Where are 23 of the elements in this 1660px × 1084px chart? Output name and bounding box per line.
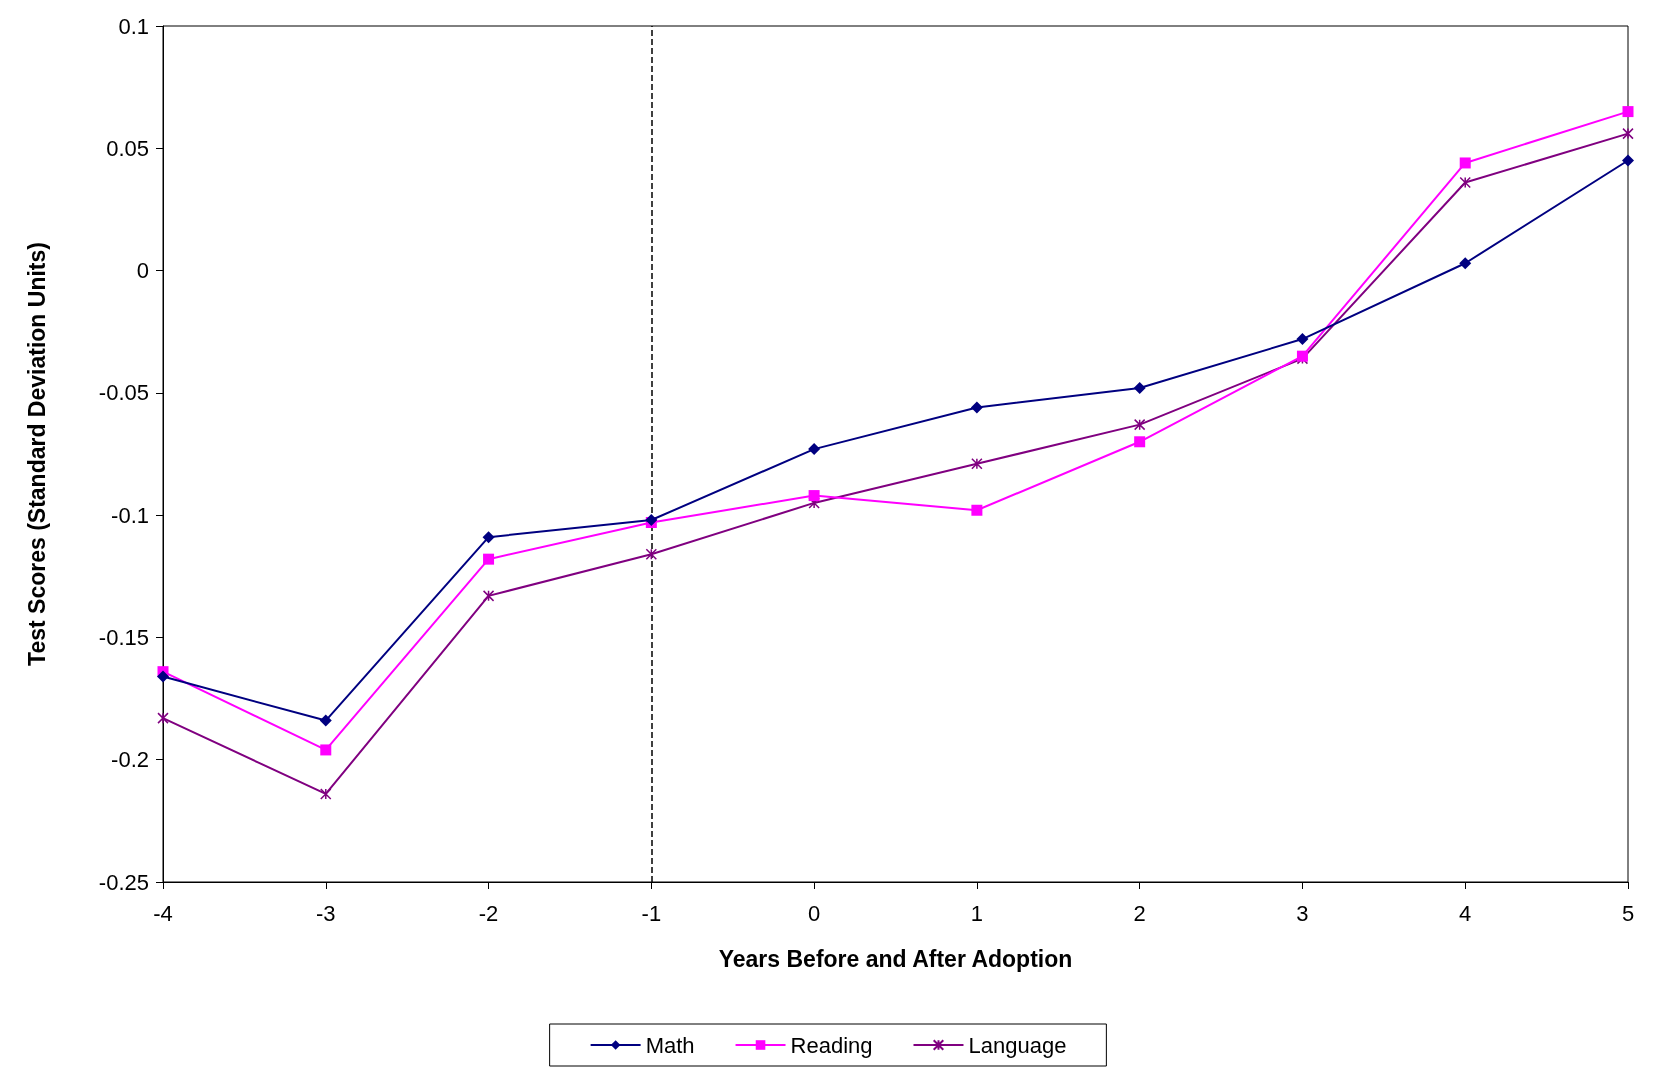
y-tick-label: -0.2 <box>111 747 149 773</box>
x-tick-label: 4 <box>1459 900 1472 926</box>
x-tick-label: 3 <box>1296 900 1309 926</box>
legend-label: Language <box>968 1032 1067 1058</box>
y-axis-title: Test Scores (Standard Deviation Units) <box>23 242 50 666</box>
x-tick-label: 1 <box>970 900 984 926</box>
x-tick-label: -3 <box>316 900 336 926</box>
y-tick-label: -0.25 <box>98 869 149 895</box>
x-tick-label: -4 <box>153 900 173 926</box>
x-tick-label: 0 <box>807 900 821 926</box>
y-tick-label: 0.1 <box>118 13 149 39</box>
legend-label: Math <box>645 1032 695 1058</box>
x-tick-label: -2 <box>478 900 499 926</box>
y-tick-label: 0.05 <box>106 135 149 161</box>
y-tick-label: -0.05 <box>98 380 149 406</box>
y-tick-label: -0.1 <box>111 502 149 528</box>
y-tick-label: 0 <box>136 258 149 284</box>
x-tick-label: -1 <box>641 900 662 926</box>
y-tick-label: -0.15 <box>98 624 149 650</box>
x-tick-label: 2 <box>1133 900 1146 926</box>
legend-label: Reading <box>790 1032 873 1058</box>
x-axis-title: Years Before and After Adoption <box>718 945 1073 972</box>
x-tick-label: 5 <box>1621 900 1635 926</box>
